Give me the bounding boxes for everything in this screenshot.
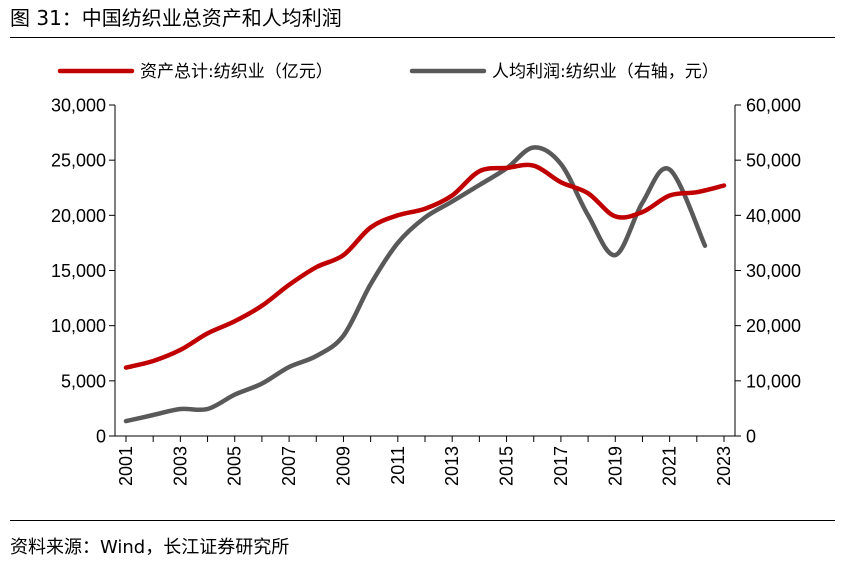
x-tick-label: 2019 bbox=[605, 446, 625, 486]
left-tick-label: 10,000 bbox=[51, 316, 106, 336]
right-tick-label: 50,000 bbox=[746, 151, 801, 171]
right-tick-label: 10,000 bbox=[746, 371, 801, 391]
axes: 0 5,000 10,000 15,000 20,000 25,000 30,000 0 10,… bbox=[51, 96, 801, 487]
x-tick-label: 2003 bbox=[170, 446, 190, 486]
x-tick-label: 2015 bbox=[497, 446, 517, 486]
bottom-rule bbox=[10, 520, 835, 521]
x-tick-label: 2017 bbox=[551, 446, 571, 486]
right-tick-label: 0 bbox=[746, 427, 756, 447]
left-tick-label: 25,000 bbox=[51, 151, 106, 171]
right-tick-label: 30,000 bbox=[746, 261, 801, 281]
x-tick-label: 2001 bbox=[116, 446, 136, 486]
legend-item-total-assets: 资产总计:纺织业（亿元） bbox=[57, 62, 333, 82]
source-note: 资料来源：Wind，长江证券研究所 bbox=[10, 537, 290, 558]
series-layer bbox=[123, 145, 727, 424]
x-tick-label: 2005 bbox=[225, 446, 245, 486]
legend-item-profit-per-capita: 人均利润:纺织业（右轴，元） bbox=[409, 62, 719, 82]
left-tick-label: 15,000 bbox=[51, 261, 106, 281]
legend: 资产总计:纺织业（亿元） 人均利润:纺织业（右轴，元） bbox=[57, 62, 719, 82]
x-tick-label: 2013 bbox=[442, 446, 462, 486]
left-tick-label: 0 bbox=[96, 427, 106, 447]
right-tick-label: 40,000 bbox=[746, 206, 801, 226]
left-tick-label: 5,000 bbox=[61, 371, 106, 391]
right-tick-label: 60,000 bbox=[746, 96, 801, 116]
left-tick-label: 30,000 bbox=[51, 96, 106, 116]
right-tick-label: 20,000 bbox=[746, 316, 801, 336]
x-tick-label: 2011 bbox=[388, 446, 408, 485]
x-tick-label: 2007 bbox=[279, 446, 299, 486]
legend-label: 资产总计:纺织业（亿元） bbox=[140, 62, 333, 82]
x-tick-label: 2023 bbox=[714, 446, 734, 486]
series-line-profit-per-capita bbox=[123, 145, 708, 424]
legend-label: 人均利润:纺织业（右轴，元） bbox=[492, 62, 719, 82]
top-rule bbox=[10, 37, 835, 38]
figure-title: 图 31：中国纺织业总资产和人均利润 bbox=[10, 6, 342, 30]
x-tick-label: 2021 bbox=[660, 446, 680, 486]
series-line-total-assets bbox=[123, 162, 727, 370]
left-tick-label: 20,000 bbox=[51, 206, 106, 226]
x-tick-label: 2009 bbox=[333, 446, 353, 486]
